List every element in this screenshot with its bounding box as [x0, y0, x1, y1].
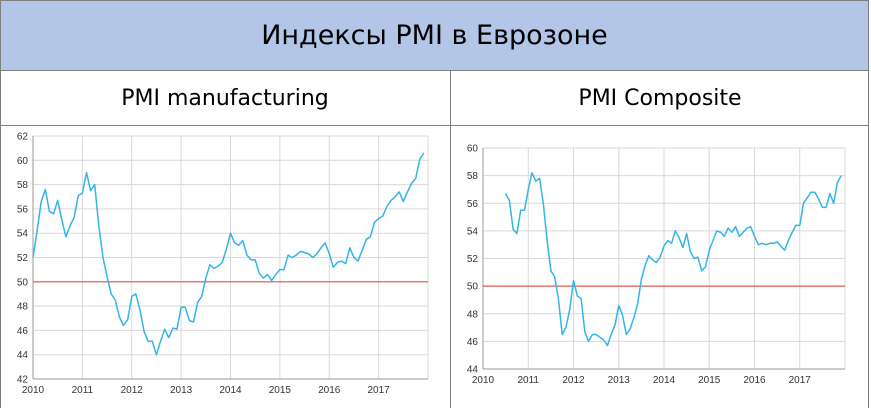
x-tick-label: 2013	[608, 375, 631, 386]
x-tick-label: 2017	[789, 375, 812, 386]
x-tick-label: 2012	[562, 375, 585, 386]
y-tick-label: 50	[467, 282, 479, 293]
x-tick-label: 2010	[472, 375, 495, 386]
y-tick-label: 52	[467, 254, 479, 265]
x-tick-label: 2010	[22, 385, 45, 396]
left-border	[0, 71, 1, 408]
x-tick-label: 2014	[219, 385, 242, 396]
y-tick-label: 60	[467, 144, 479, 155]
y-tick-label: 54	[17, 229, 29, 240]
panel-divider	[450, 71, 451, 408]
series-line	[504, 172, 842, 347]
y-tick-label: 48	[467, 309, 479, 320]
y-tick-label: 62	[17, 132, 29, 143]
y-tick-label: 58	[467, 171, 479, 182]
y-tick-label: 46	[467, 337, 479, 348]
page-title: Индексы PMI в Еврозоне	[0, 0, 869, 71]
y-tick-label: 58	[17, 180, 29, 191]
y-tick-label: 60	[17, 156, 29, 167]
y-tick-label: 44	[467, 365, 479, 376]
series-line	[32, 152, 425, 356]
y-tick-label: 54	[467, 226, 479, 237]
right-border	[868, 71, 869, 408]
x-tick-label: 2011	[517, 375, 539, 386]
y-tick-label: 46	[17, 326, 29, 337]
y-tick-label: 50	[17, 277, 29, 288]
panel-title-manufacturing: PMI manufacturing	[0, 71, 450, 126]
x-tick-label: 2016	[743, 375, 766, 386]
y-tick-label: 44	[17, 350, 29, 361]
y-tick-label: 42	[17, 375, 29, 386]
x-tick-label: 2013	[170, 385, 193, 396]
y-tick-label: 56	[467, 199, 479, 210]
x-tick-label: 2012	[121, 385, 144, 396]
y-tick-label: 56	[17, 204, 29, 215]
x-tick-label: 2015	[269, 385, 292, 396]
x-tick-label: 2014	[653, 375, 676, 386]
x-tick-label: 2011	[72, 385, 94, 396]
x-tick-label: 2015	[698, 375, 721, 386]
panel-title-composite: PMI Composite	[451, 71, 869, 126]
y-tick-label: 52	[17, 253, 29, 264]
y-tick-label: 48	[17, 302, 29, 313]
x-tick-label: 2016	[318, 385, 341, 396]
x-tick-label: 2017	[368, 385, 391, 396]
